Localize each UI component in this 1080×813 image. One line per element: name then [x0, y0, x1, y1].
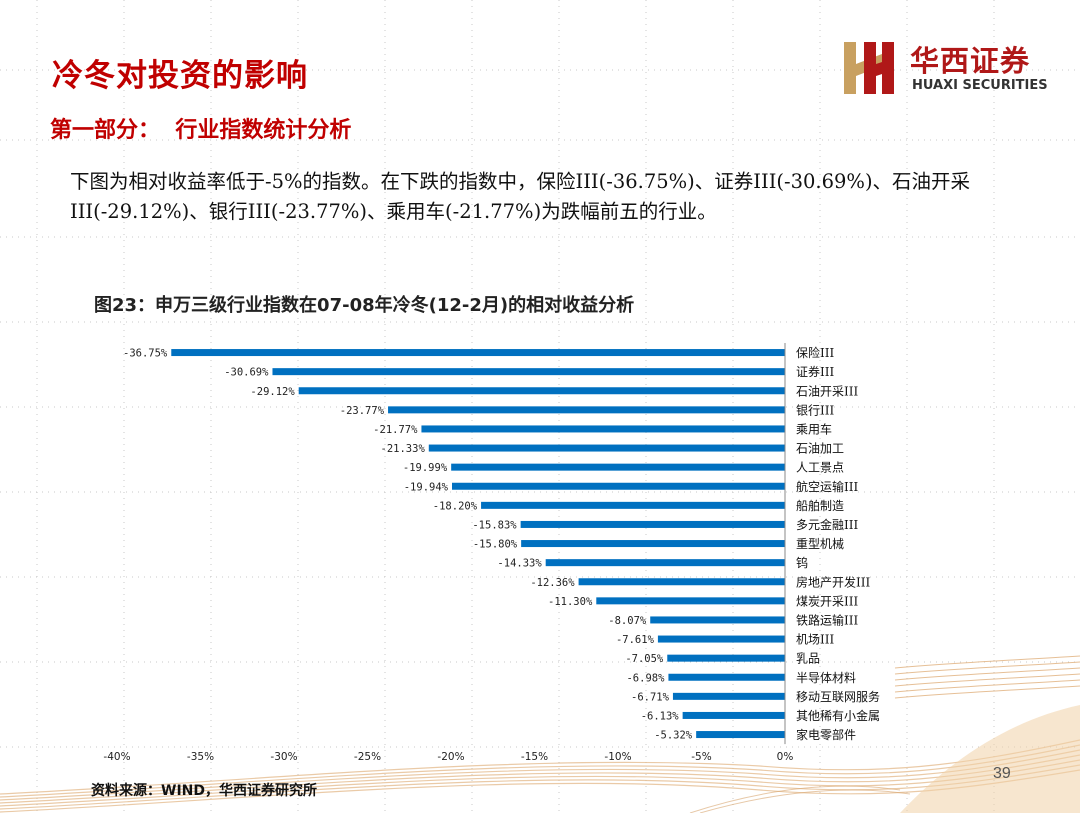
bar-value-label: -15.80%	[473, 539, 518, 551]
bar	[421, 425, 785, 433]
bar	[451, 463, 785, 471]
category-label: 石油加工	[796, 442, 844, 456]
bar-value-label: -30.69%	[224, 367, 269, 379]
bar-value-label: -19.94%	[404, 481, 449, 493]
figure-title: 图23：申万三级行业指数在07-08年冷冬(12-2月)的相对收益分析	[94, 295, 635, 316]
bar	[672, 692, 785, 700]
source-note: 资料来源：WIND，华西证券研究所	[91, 783, 317, 799]
x-tick-label: -5%	[691, 751, 711, 763]
category-label: 石油开采III	[796, 384, 858, 398]
huaxi-logo-icon	[844, 42, 894, 94]
bar-value-label: -15.83%	[472, 519, 517, 531]
bar	[657, 635, 785, 643]
bar-value-label: -6.13%	[641, 710, 680, 722]
huaxi-logo: 华西证券 HUAXI SECURITIES	[842, 38, 1057, 98]
category-label: 家电零部件	[796, 727, 856, 742]
bar	[481, 501, 785, 509]
bar	[545, 559, 785, 567]
category-label: 重型机械	[796, 536, 844, 551]
x-tick-label: -40%	[103, 751, 130, 763]
page-number: 39	[993, 765, 1011, 782]
x-tick-label: -15%	[521, 751, 548, 763]
bar	[668, 673, 785, 681]
category-label: 人工景点	[796, 461, 844, 475]
bar	[696, 731, 785, 739]
section-heading: 第一部分： 行业指数统计分析	[50, 117, 352, 143]
category-label: 移动互联网服务	[796, 689, 880, 704]
bar	[298, 387, 785, 395]
bar-value-label: -21.77%	[373, 424, 418, 436]
bar-value-label: -29.12%	[250, 386, 295, 398]
logo-chinese-name: 华西证券	[910, 44, 1031, 78]
bar-value-label: -14.33%	[497, 558, 542, 570]
bar	[578, 578, 785, 586]
bar-value-label: -19.99%	[403, 462, 448, 474]
slide-title: 冷冬对投资的影响	[52, 58, 308, 94]
bar-value-label: -6.98%	[626, 672, 665, 684]
category-label: 房地产开发III	[796, 574, 870, 589]
x-tick-label: -30%	[270, 751, 297, 763]
category-label: 乘用车	[796, 421, 832, 436]
bar-value-label: -5.32%	[654, 730, 693, 742]
summary-paragraph: 下图为相对收益率低于-5%的指数。在下跌的指数中，保险III(-36.75%)、…	[70, 170, 971, 223]
bar-value-label: -36.75%	[123, 348, 168, 360]
category-label: 保险III	[796, 345, 834, 360]
category-label: 铁路运输III	[796, 612, 858, 627]
bar-value-label: -6.71%	[631, 691, 670, 703]
bar-value-label: -11.30%	[548, 596, 593, 608]
category-label: 煤炭开采III	[796, 594, 858, 608]
category-label: 航空运输III	[796, 479, 858, 494]
bar	[596, 597, 785, 605]
bar	[452, 482, 785, 490]
bar-value-label: -21.33%	[381, 443, 426, 455]
x-tick-label: 0%	[777, 751, 794, 763]
bar-value-label: -8.07%	[608, 615, 647, 627]
x-tick-label: -20%	[437, 751, 464, 763]
bar	[388, 406, 785, 414]
bar	[520, 520, 785, 528]
logo-english-name: HUAXI SECURITIES	[912, 78, 1048, 93]
bar-value-label: -18.20%	[433, 500, 478, 512]
bar	[667, 654, 785, 662]
category-label: 船舶制造	[796, 498, 844, 513]
category-label: 乳品	[796, 652, 820, 666]
bar	[428, 444, 785, 452]
category-label: 半导体材料	[796, 671, 856, 685]
x-tick-label: -35%	[187, 751, 214, 763]
x-tick-label: -10%	[604, 751, 631, 763]
category-label: 机场III	[796, 633, 834, 647]
bar	[272, 368, 785, 376]
category-label: 其他稀有小金属	[796, 708, 880, 723]
category-label: 多元金融III	[796, 517, 858, 532]
x-tick-label: -25%	[354, 751, 381, 763]
bar-value-label: -7.61%	[616, 634, 655, 646]
bar-value-label: -7.05%	[625, 653, 664, 665]
category-label: 证券III	[796, 364, 834, 379]
bar-value-label: -12.36%	[530, 577, 575, 589]
bar	[650, 616, 785, 624]
bar-value-label: -23.77%	[340, 405, 385, 417]
bar	[171, 349, 785, 357]
category-label: 银行III	[796, 403, 834, 417]
bar	[682, 711, 785, 719]
category-label: 钨	[796, 555, 808, 570]
bar	[521, 540, 785, 548]
